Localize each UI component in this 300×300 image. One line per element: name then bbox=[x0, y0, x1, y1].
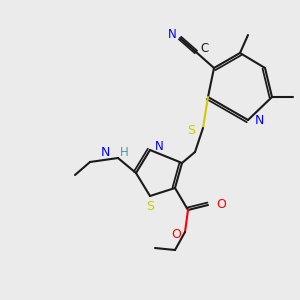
Text: N: N bbox=[255, 113, 264, 127]
Text: N: N bbox=[100, 146, 110, 160]
Text: O: O bbox=[171, 229, 181, 242]
Text: N: N bbox=[155, 140, 164, 152]
Text: H: H bbox=[120, 146, 129, 160]
Text: O: O bbox=[216, 199, 226, 212]
Text: C: C bbox=[200, 43, 208, 56]
Text: S: S bbox=[146, 200, 154, 212]
Text: N: N bbox=[168, 28, 177, 41]
Text: S: S bbox=[187, 124, 195, 136]
